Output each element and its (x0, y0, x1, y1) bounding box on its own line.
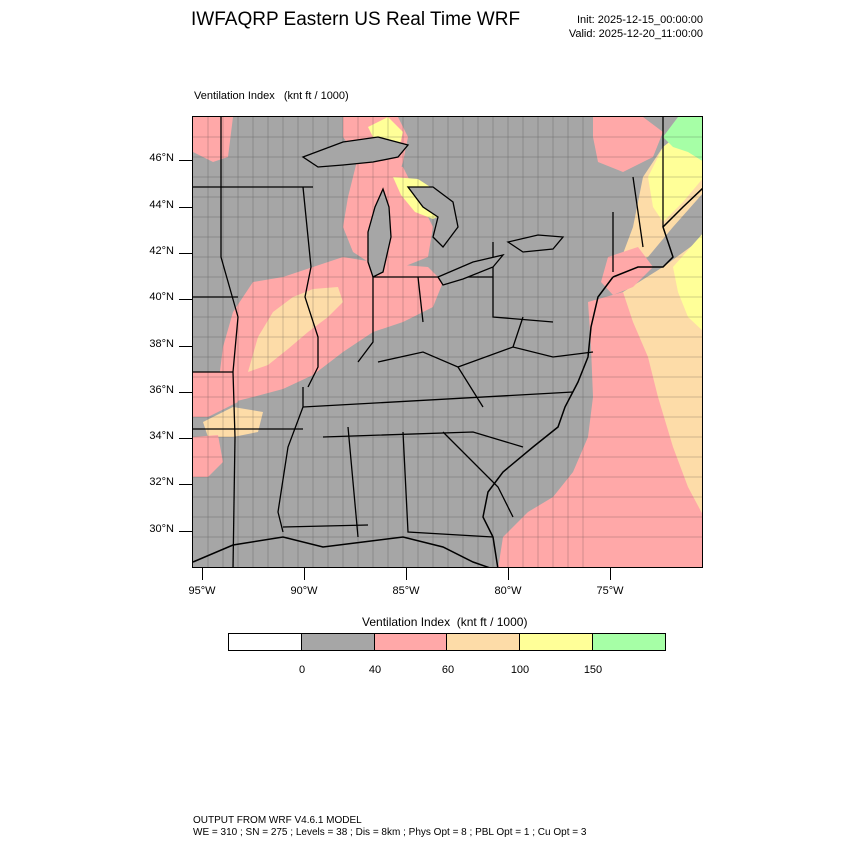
colorbar-box (593, 634, 665, 650)
colorbar-box (520, 634, 594, 650)
great-lakes (301, 136, 565, 286)
west-edge-pink-zone (193, 372, 238, 417)
lat-label-40n: 40°N (149, 291, 174, 303)
maine-green-zone (663, 117, 702, 161)
lat-label-32n: 32°N (149, 476, 174, 488)
new-england-coastline (612, 187, 702, 278)
midwest-pink-band (218, 257, 443, 402)
lat-tick (179, 160, 192, 161)
lon-label-90w: 90°W (290, 585, 318, 597)
lat-label-36n: 36°N (149, 384, 174, 396)
colorbar-label: 100 (510, 664, 530, 676)
colorbar-label: 150 (583, 664, 603, 676)
canada-pink-zone (593, 117, 663, 172)
lon-tick (508, 568, 509, 580)
ocean-yellow-zone (673, 234, 702, 331)
state-borders (193, 117, 664, 567)
colorbar-label: 40 (368, 664, 382, 676)
lat-tick (179, 253, 192, 254)
illinois-peach-zone (248, 287, 343, 372)
lon-tick (304, 568, 305, 580)
model-options: WE = 310 ; SN = 275 ; Levels = 38 ; Dis … (193, 827, 587, 838)
colorbar-title: Ventilation Index (knt ft / 1000) (362, 615, 528, 629)
colorbar-box (301, 634, 375, 650)
lat-label-34n: 34°N (149, 430, 174, 442)
lake-ontario (506, 234, 565, 253)
map-panel (192, 116, 703, 568)
lake-michigan (367, 187, 392, 278)
lat-tick (179, 346, 192, 347)
lake-huron (406, 186, 459, 248)
lon-label-95w: 95°W (188, 585, 216, 597)
model-info-footer: OUTPUT FROM WRF V4.6.1 MODEL WE = 310 ; … (193, 815, 586, 839)
lat-tick (179, 531, 192, 532)
lon-label-80w: 80°W (494, 585, 522, 597)
colorbar (228, 633, 666, 651)
lat-label-44n: 44°N (149, 199, 174, 211)
ocean-peach-zone (623, 238, 702, 514)
ventilation-index-map (193, 117, 702, 567)
lat-tick (179, 207, 192, 208)
atlantic-coastline (482, 276, 614, 567)
page-title: IWFAQRP Eastern US Real Time WRF (191, 9, 521, 30)
lat-label-30n: 30°N (149, 523, 174, 535)
lon-tick (406, 568, 407, 580)
colorbar-box (229, 634, 302, 650)
colorbar-label: 60 (441, 664, 455, 676)
valid-time: Valid: 2025-12-20_11:00:00 (568, 28, 703, 40)
lon-label-75w: 75°W (596, 585, 624, 597)
lat-label-42n: 42°N (149, 245, 174, 257)
lat-label-38n: 38°N (149, 338, 174, 350)
lon-tick (610, 568, 611, 580)
lat-tick (179, 392, 192, 393)
model-version: OUTPUT FROM WRF V4.6.1 MODEL (193, 815, 362, 826)
colorbar-box (374, 634, 448, 650)
plot-variable-label: Ventilation Index (knt ft / 1000) (194, 90, 349, 102)
lon-label-85w: 85°W (392, 585, 420, 597)
colorbar-box (447, 634, 521, 650)
colorbar-label: 0 (298, 664, 306, 676)
lake-superior (301, 136, 410, 168)
gulf-coastline (193, 536, 490, 567)
lat-label-46n: 46°N (149, 152, 174, 164)
init-time: Init: 2025-12-15_00:00:00 (577, 14, 703, 26)
lake-erie (437, 253, 505, 286)
init-valid-times: Init: 2025-12-15_00:00:00 Valid: 2025-12… (569, 13, 703, 41)
lat-tick (179, 299, 192, 300)
lat-tick (179, 438, 192, 439)
lon-tick (202, 568, 203, 580)
lat-tick (179, 484, 192, 485)
